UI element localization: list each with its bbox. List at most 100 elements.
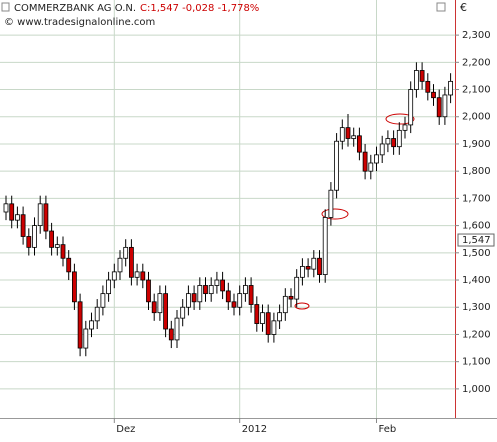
- candle-body: [134, 271, 140, 278]
- candle-body: [214, 279, 220, 286]
- candle-body: [260, 312, 265, 324]
- candle-body: [374, 154, 379, 164]
- candle-body: [14, 214, 20, 221]
- candle-body: [123, 246, 129, 259]
- candle-body: [54, 244, 60, 248]
- chart-title: COMMERZBANK AG O.N.: [14, 3, 136, 14]
- candle-body: [168, 328, 174, 341]
- corner-icon[interactable]: [436, 2, 446, 12]
- candle-body: [351, 135, 357, 139]
- y-tick-label: 1,800: [462, 166, 491, 177]
- corner-icon[interactable]: [1, 2, 10, 12]
- candle-body: [311, 257, 317, 270]
- candle-body: [294, 276, 300, 300]
- candle-body: [299, 266, 305, 278]
- candle-body: [305, 266, 311, 270]
- candle-body: [66, 257, 72, 273]
- candle-body: [231, 301, 237, 308]
- candle-body: [111, 271, 117, 281]
- candle-body: [317, 257, 322, 275]
- candle-body: [174, 317, 180, 341]
- candle-body: [9, 203, 15, 221]
- currency: €: [460, 1, 467, 14]
- candle-body: [419, 70, 425, 82]
- candle-body: [208, 285, 214, 295]
- candle-body: [242, 285, 248, 295]
- candle-body: [146, 279, 151, 303]
- y-tick-label: 2,000: [462, 112, 491, 123]
- y-tick-label: 2,300: [462, 30, 491, 41]
- candle-body: [265, 312, 271, 335]
- x-tick-label: Dez: [116, 424, 135, 435]
- candle-body: [328, 189, 334, 218]
- annotation-ellipse: [321, 208, 349, 220]
- y-tick-label: 1,900: [462, 139, 491, 150]
- candle-body: [237, 293, 243, 308]
- y-tick-label: 2,200: [462, 57, 491, 68]
- grid: [0, 0, 455, 418]
- candle-body: [43, 203, 49, 232]
- candle-body: [248, 285, 254, 305]
- candle-body: [94, 306, 100, 322]
- candle-body: [339, 127, 345, 142]
- source: © www.tradesignalonline.com: [4, 17, 155, 28]
- candle-body: [277, 312, 283, 322]
- candle-body: [117, 257, 123, 273]
- quote: C:1,547 -0,028 -1,778%: [140, 3, 259, 14]
- candle-body: [89, 320, 94, 330]
- y-tick-label: 1,300: [462, 302, 491, 313]
- candle-body: [431, 91, 436, 99]
- candle-body: [254, 304, 260, 324]
- candle-body: [402, 124, 408, 131]
- candle-body: [151, 301, 157, 314]
- candle-body: [448, 80, 454, 96]
- y-tick-label: 1,700: [462, 193, 491, 204]
- candle-body: [49, 230, 54, 248]
- y-tick-label: 1,200: [462, 329, 491, 340]
- candle-body: [77, 301, 83, 349]
- candle-body: [100, 293, 106, 308]
- candle-body: [3, 203, 9, 213]
- candle-body: [163, 293, 169, 330]
- y-tick-label: 2,100: [462, 85, 491, 96]
- candle-body: [128, 246, 134, 278]
- candle-body: [408, 89, 414, 126]
- candle-body: [362, 151, 368, 172]
- x-tick-label: 2012: [242, 424, 267, 435]
- y-tick-label: 1,400: [462, 275, 491, 286]
- candle-body: [197, 285, 203, 303]
- candle-body: [185, 293, 191, 308]
- candle-body: [26, 236, 32, 248]
- candle-body: [60, 244, 66, 259]
- candle-body: [20, 214, 26, 237]
- candle-body: [413, 70, 419, 90]
- candle-body: [83, 328, 89, 349]
- candle-body: [391, 138, 397, 148]
- candle-body: [106, 279, 111, 295]
- candle-body: [425, 80, 431, 93]
- y-tick-label: 1,000: [462, 384, 491, 395]
- candle-body: [203, 285, 208, 295]
- candle-body: [368, 162, 374, 172]
- candle-body: [37, 203, 43, 227]
- candle-body: [322, 217, 328, 275]
- candle-body: [356, 135, 362, 153]
- candle-body: [225, 290, 231, 303]
- candle-body: [140, 271, 146, 281]
- candle-body: [442, 94, 448, 118]
- last-price-box: [457, 233, 495, 247]
- annotation-ellipse: [385, 113, 415, 125]
- candle-body: [220, 279, 226, 292]
- y-tick-label: 1,100: [462, 357, 491, 368]
- candle-body: [72, 271, 77, 303]
- candle-body: [288, 295, 294, 300]
- candle-body: [379, 143, 385, 156]
- candle-body: [180, 306, 186, 319]
- candle-body: [282, 295, 288, 314]
- candle-body: [385, 138, 391, 145]
- candle-body: [345, 127, 351, 139]
- last-price-label: 1,547: [462, 235, 491, 246]
- y-tick-label: 1,600: [462, 221, 491, 232]
- candle-body: [271, 320, 277, 335]
